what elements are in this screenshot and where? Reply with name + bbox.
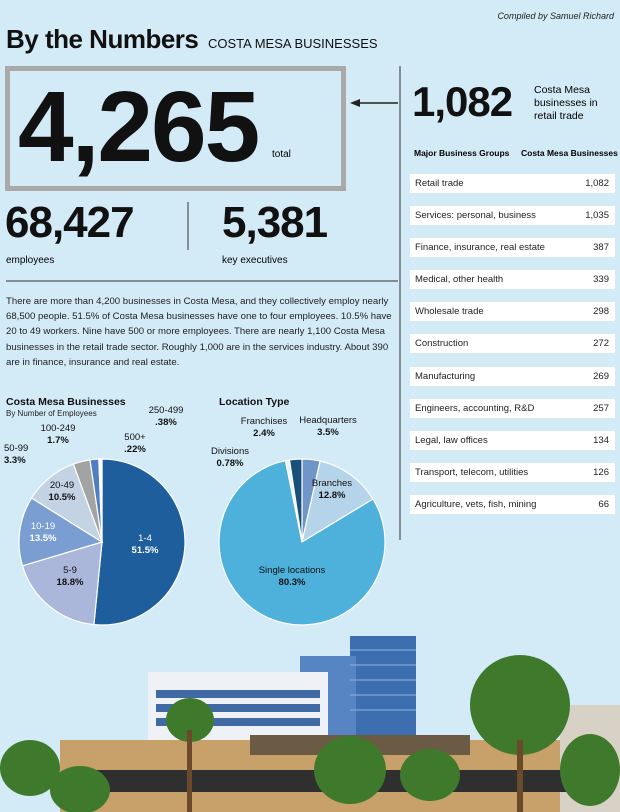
slice-label: 1-4 [138, 533, 152, 544]
pie-slice [301, 460, 374, 544]
total-label: total [272, 149, 291, 160]
slice-label: 50-99 [4, 443, 28, 454]
slice-label: Headquarters [299, 415, 357, 426]
slice-value: .38% [155, 417, 177, 428]
table-value: 1,035 [585, 210, 609, 221]
slice-value: 0.78% [217, 458, 244, 469]
chart-subtitle: By Number of Employees [6, 409, 97, 418]
building-photo [0, 636, 620, 812]
slice-label: Branches [312, 478, 352, 489]
slice-value: 12.8% [319, 490, 346, 501]
table-header: Costa Mesa Businesses [521, 148, 618, 158]
table-row: Construction 272 [410, 334, 615, 353]
table-row: Services: personal, business 1,035 [410, 206, 615, 225]
chart-title: Location Type [219, 396, 290, 408]
table-label: Construction [415, 338, 469, 349]
table-row: Wholesale trade 298 [410, 302, 615, 321]
slice-value: 10.5% [49, 492, 76, 503]
table-label: Finance, insurance, real estate [415, 242, 545, 253]
executives-value: 5,381 [222, 198, 328, 247]
table-label: Services: personal, business [415, 210, 536, 221]
table-label: Engineers, accounting, R&D [415, 403, 535, 414]
table-row: Finance, insurance, real estate 387 [410, 238, 615, 257]
slice-value: 13.5% [30, 533, 57, 544]
employees-value: 68,427 [5, 198, 135, 247]
table-label: Retail trade [415, 178, 464, 189]
slice-label: Divisions [211, 446, 249, 457]
slice-value: 2.4% [253, 428, 275, 439]
table-row: Agriculture, vets, fish, mining 66 [410, 495, 615, 514]
table-row: Engineers, accounting, R&D 257 [410, 399, 615, 418]
slice-value: 80.3% [279, 577, 306, 588]
slice-label: 20-49 [50, 480, 74, 491]
table-value: 269 [593, 371, 609, 382]
pie-slice [18, 497, 104, 567]
pie-slice [21, 541, 103, 626]
slice-value: 3.5% [317, 427, 339, 438]
table-header: Major Business Groups [414, 148, 510, 158]
credit: Compiled by Samuel Richard [497, 11, 614, 21]
table-row: Legal, law offices 134 [410, 431, 615, 450]
table-value: 298 [593, 306, 609, 317]
retail-value: 1,082 [412, 78, 513, 125]
table-label: Agriculture, vets, fish, mining [415, 499, 537, 510]
table-value: 272 [593, 338, 609, 349]
slice-value: 51.5% [132, 545, 159, 556]
table-value: 66 [598, 499, 609, 510]
slice-label: 250-499 [149, 405, 184, 416]
pie-slice [288, 458, 303, 543]
executives-label: key executives [222, 255, 288, 266]
pie-slice [218, 459, 386, 626]
paragraph: There are more than 4,200 businesses in … [6, 296, 392, 368]
pie-slice [93, 458, 186, 626]
table-row: Transport, telecom, utilities 126 [410, 463, 615, 482]
slice-label: 100-249 [41, 423, 76, 434]
table-value: 339 [593, 274, 609, 285]
table-label: Wholesale trade [415, 306, 484, 317]
slice-value: 18.8% [57, 577, 84, 588]
slice-label: 5-9 [63, 565, 77, 576]
table-label: Transport, telecom, utilities [415, 467, 529, 478]
slice-value: 1.7% [47, 435, 69, 446]
table-value: 1,082 [585, 178, 609, 189]
table-label: Medical, other health [415, 274, 504, 285]
slice-label: Single locations [259, 565, 326, 576]
retail-label: Costa Mesa businesses in retail trade [534, 84, 598, 122]
slice-value: .22% [124, 444, 146, 455]
slice-label: 10-19 [31, 521, 55, 532]
slice-label: Franchises [241, 416, 288, 427]
pie-slice [100, 458, 103, 543]
table-value: 257 [593, 403, 609, 414]
arrow-head [350, 99, 360, 107]
table-label: Legal, law offices [415, 435, 488, 446]
table-value: 134 [593, 435, 609, 446]
table-label: Manufacturing [415, 371, 476, 382]
total-box [5, 66, 346, 191]
slice-label: 500+ [124, 432, 146, 443]
total-value: 4,265 [18, 71, 260, 183]
subtitle: COSTA MESA BUSINESSES [208, 36, 378, 51]
table-value: 126 [593, 467, 609, 478]
title: By the Numbers [6, 24, 199, 54]
table-row: Retail trade 1,082 [410, 174, 615, 193]
table-value: 387 [593, 242, 609, 253]
chart-title: Costa Mesa Businesses [6, 396, 126, 408]
table-row: Manufacturing 269 [410, 367, 615, 386]
employees-label: employees [6, 255, 55, 266]
table-row: Medical, other health 339 [410, 270, 615, 289]
slice-value: 3.3% [4, 455, 26, 466]
